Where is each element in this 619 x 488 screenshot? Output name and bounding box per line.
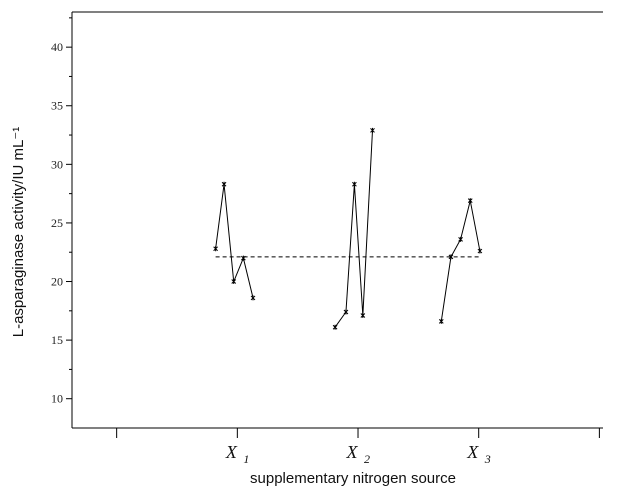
data-point-X1-5 [250,295,256,301]
data-point-X3-4 [467,198,473,204]
x-category-label-1: X [225,442,238,462]
data-point-X3-5 [477,248,483,254]
y-tick-label-30: 30 [51,157,63,171]
data-point-X2-4 [360,313,366,319]
x-category-subscript-3: 3 [484,452,491,466]
data-point-X1-4 [241,255,246,261]
x-category-subscript-1: 1 [243,452,249,466]
x-category-subscript-2: 2 [364,452,370,466]
y-axis-title: L-asparaginase activity/IU mL⁻¹ [10,127,27,338]
x-category-label-2: X [346,442,359,462]
axes-frame [71,11,603,429]
y-tick-label-25: 25 [51,216,63,230]
y-tick-label-20: 20 [51,275,63,289]
x-category-label-3: X [466,442,479,462]
y-tick-label-40: 40 [51,40,63,54]
x-axis-title: supplementary nitrogen source [250,470,456,487]
series-line-X3 [440,200,481,322]
y-tick-label-10: 10 [51,392,63,406]
data-point-X3-1 [438,318,444,324]
data-point-X2-2 [343,309,349,315]
x-axis-ticks [116,428,600,438]
y-axis-ticks: 10 15 20 25 30 35 40 [51,17,72,406]
data-point-X1-3 [231,279,237,285]
y-tick-label-15: 15 [51,333,63,347]
data-point-X1-2 [221,181,227,187]
data-point-X2-1 [332,324,338,330]
data-point-X2-5 [370,127,375,133]
data-point-X3-3 [458,236,463,242]
series-group [213,127,483,330]
data-point-X1-1 [213,246,218,252]
series-line-X2 [334,130,373,328]
data-point-X3-2 [448,254,454,260]
y-tick-label-35: 35 [51,99,63,113]
data-point-X2-3 [352,181,357,187]
